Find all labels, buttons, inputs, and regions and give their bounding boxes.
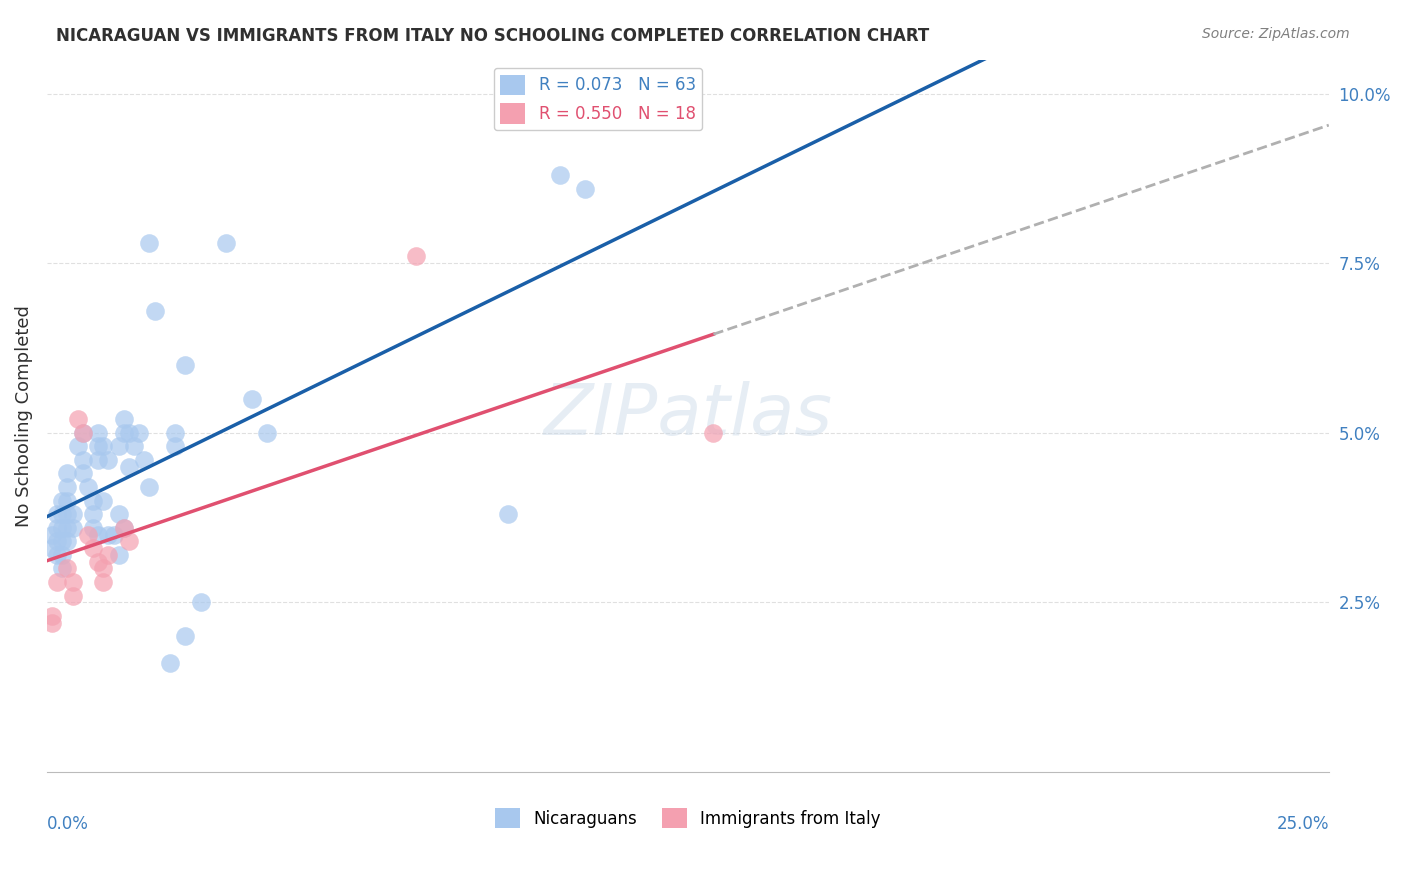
Point [405, 249, 427, 263]
Point [62, 507, 84, 521]
Point [46, 575, 69, 590]
Point [56, 480, 79, 494]
Point [143, 303, 166, 318]
Text: 0.0%: 0.0% [46, 814, 89, 833]
Point [256, 425, 278, 440]
Point [46, 507, 69, 521]
Point [91, 439, 114, 453]
Point [56, 561, 79, 575]
Point [112, 425, 135, 440]
Point [62, 521, 84, 535]
Point [107, 548, 129, 562]
Point [174, 358, 197, 372]
Point [91, 493, 114, 508]
Point [87, 425, 110, 440]
Text: NICARAGUAN VS IMMIGRANTS FROM ITALY NO SCHOOLING COMPLETED CORRELATION CHART: NICARAGUAN VS IMMIGRANTS FROM ITALY NO S… [56, 27, 929, 45]
Point [107, 507, 129, 521]
Point [165, 439, 187, 453]
Point [122, 439, 145, 453]
Point [51, 548, 73, 562]
Point [46, 534, 69, 549]
Text: Source: ZipAtlas.com: Source: ZipAtlas.com [1202, 27, 1350, 41]
Point [97, 527, 120, 541]
Point [159, 657, 181, 671]
Y-axis label: No Schooling Completed: No Schooling Completed [15, 305, 32, 527]
Point [72, 425, 94, 440]
Point [112, 521, 135, 535]
Point [87, 527, 110, 541]
Point [82, 493, 104, 508]
Point [118, 534, 141, 549]
Point [174, 629, 197, 643]
Point [138, 480, 160, 494]
Point [51, 561, 73, 575]
Point [82, 521, 104, 535]
Point [41, 527, 63, 541]
Point [46, 548, 69, 562]
Point [46, 521, 69, 535]
Point [138, 235, 160, 250]
Point [118, 459, 141, 474]
Point [56, 534, 79, 549]
Point [548, 168, 571, 182]
Point [51, 507, 73, 521]
Point [87, 555, 110, 569]
Point [165, 425, 187, 440]
Point [51, 521, 73, 535]
Point [240, 392, 263, 406]
Point [97, 548, 120, 562]
Point [103, 527, 125, 541]
Point [62, 589, 84, 603]
Point [91, 561, 114, 575]
Point [56, 521, 79, 535]
Point [87, 453, 110, 467]
Point [56, 493, 79, 508]
Point [56, 467, 79, 481]
Point [498, 507, 520, 521]
Point [72, 453, 94, 467]
Point [41, 541, 63, 556]
Text: ZIPatlas: ZIPatlas [543, 381, 832, 450]
Point [77, 480, 100, 494]
Point [77, 527, 100, 541]
Point [66, 439, 89, 453]
Point [91, 575, 114, 590]
Point [72, 467, 94, 481]
Point [51, 534, 73, 549]
Point [41, 609, 63, 624]
Point [82, 541, 104, 556]
Text: 25.0%: 25.0% [1277, 814, 1329, 833]
Point [51, 493, 73, 508]
Point [112, 412, 135, 426]
Point [190, 595, 212, 609]
Point [87, 439, 110, 453]
Point [702, 425, 724, 440]
Point [62, 575, 84, 590]
Legend: Nicaraguans, Immigrants from Italy: Nicaraguans, Immigrants from Italy [488, 801, 887, 835]
Point [215, 235, 238, 250]
Point [134, 453, 156, 467]
Point [107, 439, 129, 453]
Point [56, 507, 79, 521]
Point [128, 425, 150, 440]
Point [41, 615, 63, 630]
Point [82, 507, 104, 521]
Point [72, 425, 94, 440]
Point [97, 453, 120, 467]
Point [66, 412, 89, 426]
Point [112, 521, 135, 535]
Point [574, 181, 596, 195]
Point [118, 425, 141, 440]
